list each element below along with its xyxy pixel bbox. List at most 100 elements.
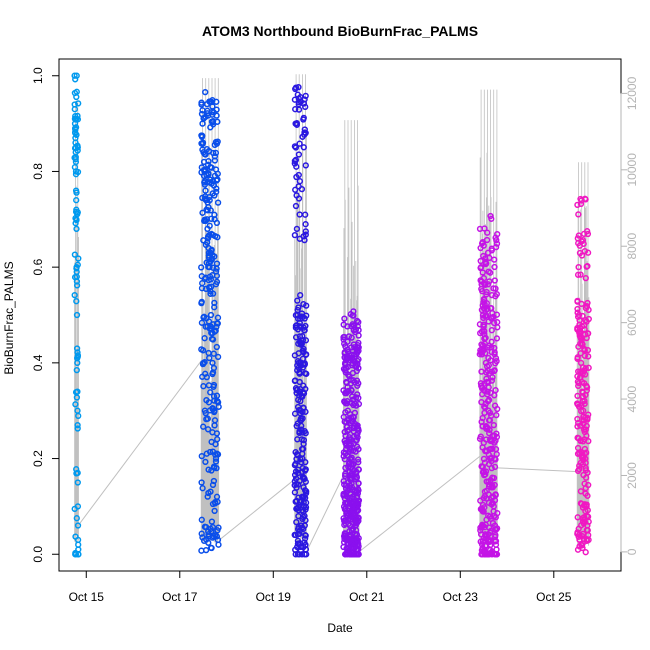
data-point xyxy=(72,549,79,557)
data-point xyxy=(479,391,486,398)
data-point xyxy=(302,478,309,485)
data-point xyxy=(296,323,303,330)
data-point xyxy=(298,459,305,466)
data-point xyxy=(300,116,307,123)
data-point xyxy=(296,333,304,340)
data-point xyxy=(575,368,582,375)
data-point xyxy=(581,400,588,407)
data-point xyxy=(478,418,485,426)
data-point xyxy=(295,507,302,514)
data-point xyxy=(491,481,498,489)
data-point xyxy=(73,197,80,204)
data-point xyxy=(477,531,485,538)
data-point xyxy=(346,551,353,558)
data-point xyxy=(493,335,501,342)
data-point xyxy=(478,281,485,288)
data-point xyxy=(292,334,300,341)
data-point xyxy=(207,544,215,551)
data-point xyxy=(482,468,490,475)
data-point xyxy=(205,263,212,271)
data-point xyxy=(209,177,217,185)
data-point xyxy=(481,296,488,304)
data-point xyxy=(347,441,355,449)
plot-frame xyxy=(58,58,622,572)
data-point xyxy=(71,251,79,258)
data-point xyxy=(491,351,498,358)
data-point xyxy=(355,380,362,387)
data-point xyxy=(488,327,495,334)
data-point xyxy=(201,359,208,366)
data-point xyxy=(577,541,585,548)
data-point xyxy=(350,467,358,474)
data-point xyxy=(481,280,488,287)
data-point xyxy=(300,144,307,151)
data-point xyxy=(341,333,348,341)
data-point xyxy=(345,371,352,378)
flight-points xyxy=(198,88,222,554)
data-point xyxy=(574,444,582,452)
data-point xyxy=(210,149,217,157)
data-point xyxy=(492,491,499,499)
data-point xyxy=(476,435,484,442)
data-point xyxy=(204,107,211,114)
data-point xyxy=(73,366,80,374)
data-point xyxy=(574,271,582,278)
data-point xyxy=(584,230,592,238)
y-tick-label: 0.4 xyxy=(31,354,45,371)
data-point xyxy=(487,389,494,396)
data-point xyxy=(485,362,493,369)
data-point xyxy=(214,118,221,125)
data-point xyxy=(488,501,495,508)
right-axis: 0 2000 4000 6000 8000 10000 12000 xyxy=(620,76,639,555)
right-tick-label: 4000 xyxy=(625,385,639,412)
data-point xyxy=(204,207,211,214)
data-point xyxy=(480,347,487,354)
data-point xyxy=(72,171,80,178)
data-point xyxy=(492,456,499,463)
data-point xyxy=(214,314,222,321)
data-point xyxy=(201,407,209,414)
data-point xyxy=(201,195,209,202)
data-point xyxy=(71,154,78,161)
data-point xyxy=(198,319,206,326)
data-point xyxy=(580,413,587,420)
data-point xyxy=(208,215,215,222)
data-point xyxy=(201,335,208,342)
data-point xyxy=(347,376,355,383)
data-point xyxy=(73,298,80,305)
data-point xyxy=(74,209,81,216)
data-point xyxy=(207,207,214,214)
data-point xyxy=(211,157,219,164)
data-point xyxy=(205,528,212,535)
data-point xyxy=(343,354,350,361)
data-point xyxy=(478,341,485,348)
data-point xyxy=(198,264,205,271)
data-point xyxy=(213,398,221,405)
data-point xyxy=(294,386,301,393)
data-point xyxy=(344,388,351,395)
data-point xyxy=(584,330,592,337)
data-point xyxy=(486,278,493,285)
data-point xyxy=(205,169,212,177)
data-point xyxy=(577,374,584,381)
data-point xyxy=(211,299,218,307)
data-point xyxy=(345,415,352,423)
data-point xyxy=(577,437,584,445)
flight-points xyxy=(574,195,592,556)
data-point xyxy=(341,315,348,322)
data-point xyxy=(73,345,81,352)
data-point xyxy=(478,551,485,558)
data-point xyxy=(482,334,489,342)
x-axis-label: Date xyxy=(327,621,353,635)
data-point xyxy=(72,220,79,227)
data-point xyxy=(341,428,348,436)
data-point xyxy=(300,300,307,308)
data-point xyxy=(213,343,220,351)
data-point xyxy=(585,306,592,314)
data-point xyxy=(302,221,309,228)
data-point xyxy=(213,265,220,272)
data-point xyxy=(73,225,80,233)
data-point xyxy=(340,533,348,540)
data-point xyxy=(204,415,211,422)
